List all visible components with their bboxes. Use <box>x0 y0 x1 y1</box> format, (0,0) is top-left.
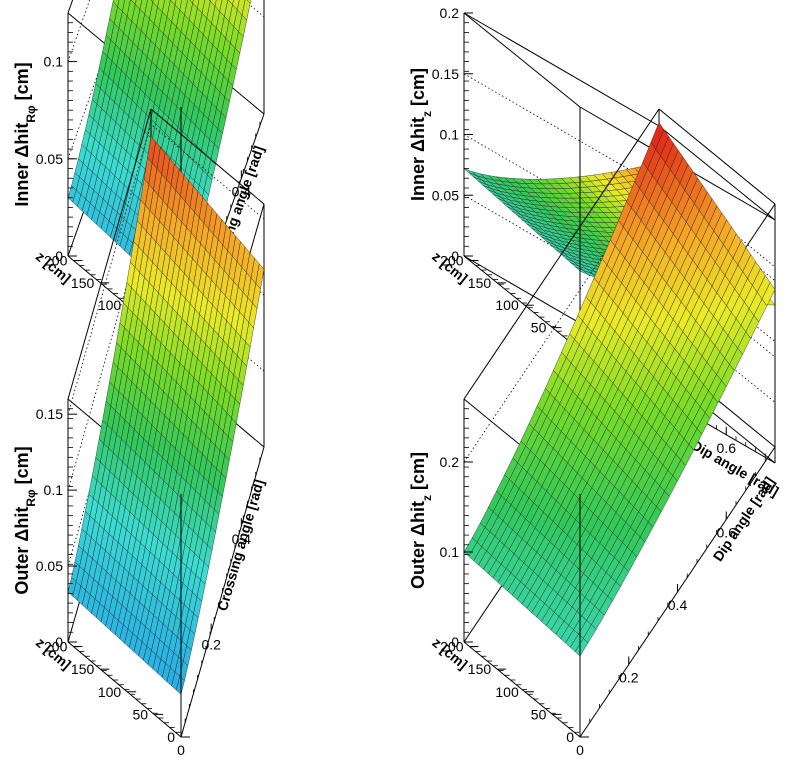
x-tick-label: 0.6 <box>717 525 737 541</box>
z-tick-label: 0.05 <box>36 151 63 167</box>
surface-cell <box>575 266 589 275</box>
y-tick-label: 150 <box>71 661 95 677</box>
z-tick-label: 0.1 <box>44 482 64 498</box>
z-tick-label: 0.2 <box>440 454 460 470</box>
top-back-edge <box>463 12 660 127</box>
y-tick-label: 200 <box>440 639 464 655</box>
x-tick-label: 0.6 <box>717 440 737 456</box>
top-right-edge <box>150 108 265 205</box>
y-tick-label: 200 <box>44 639 68 655</box>
z-axis-title: Inner Δhitz [cm] <box>408 68 434 201</box>
z-tick-label: 0 <box>451 248 459 264</box>
y-tick-label: 150 <box>468 275 492 291</box>
x-tick-label: 0.4 <box>232 183 252 199</box>
y-tick-label: 0 <box>167 729 175 745</box>
x-tick-label: 0.2 <box>201 637 221 653</box>
z-axis-title: Outer ΔhitRφ [cm] <box>12 446 38 594</box>
z-tick-label: 0 <box>55 248 63 264</box>
x-tick-label: 0 <box>576 742 584 758</box>
y-tick-label: 50 <box>531 320 547 336</box>
z-tick-label: 0 <box>55 634 63 650</box>
z-title-main: Outer Δhit <box>12 507 32 595</box>
x-tick-label: 0.2 <box>619 670 639 686</box>
z-title-unit: [cm] <box>12 62 32 105</box>
y-tick-label: 100 <box>495 297 519 313</box>
surface-mesh <box>463 122 776 657</box>
z-tick-label: 0 <box>451 634 459 650</box>
top-left-edge <box>463 12 581 108</box>
top-back-edge <box>463 108 660 400</box>
y-tick-label: 150 <box>71 275 95 291</box>
z-axis-title: Outer Δhitz [cm] <box>408 452 434 589</box>
top-back-edge <box>67 108 152 400</box>
z-title-unit: [cm] <box>12 446 32 489</box>
top-right-edge <box>658 108 776 205</box>
z-title-sub: Rφ <box>24 105 38 123</box>
surface-cell <box>574 638 589 657</box>
x-tick-label: 0.4 <box>232 531 252 547</box>
z-title-main: Inner Δhit <box>408 117 428 201</box>
y-tick-label: 100 <box>98 684 122 700</box>
z-title-sub: z <box>420 111 434 117</box>
surface-cell <box>176 675 185 695</box>
z-tick-label: 0.05 <box>36 558 63 574</box>
z-title-unit: [cm] <box>408 68 428 111</box>
z-title-sub: z <box>420 495 434 501</box>
z-tick-label: 0.2 <box>440 5 460 21</box>
y-tick-label: 50 <box>133 706 149 722</box>
y-tick-label: 150 <box>468 661 492 677</box>
z-gridline <box>67 123 265 415</box>
y-tick-label: 100 <box>495 684 519 700</box>
y-tick-label: 100 <box>98 297 122 313</box>
z-tick-label: 0.05 <box>432 187 459 203</box>
z-tick-label: 0.1 <box>44 54 64 70</box>
z-title-unit: [cm] <box>408 452 428 495</box>
panel-outer-rphi: 00.20.405010015020000.050.10.15Crossing … <box>12 108 267 758</box>
z-title-main: Inner Δhit <box>12 123 32 207</box>
z-tick-label: 0.15 <box>36 406 63 422</box>
x-tick-label: 0 <box>177 742 185 758</box>
x-tick-label: 0.4 <box>668 597 688 613</box>
y-tick-label: 0 <box>566 729 574 745</box>
z-title-sub: Rφ <box>24 489 38 507</box>
y-tick-label: 200 <box>44 252 68 268</box>
top-right-edge <box>658 125 776 221</box>
z-tick-label: 0.1 <box>440 544 460 560</box>
z-tick-label: 0.15 <box>432 66 459 82</box>
y-tick-label: 200 <box>440 252 464 268</box>
surface-mesh <box>67 135 265 695</box>
x-axis-title: Dip angle [rad] <box>710 474 778 564</box>
y-tick-label: 50 <box>531 706 547 722</box>
z-axis-title: Inner ΔhitRφ [cm] <box>12 62 38 206</box>
z-title-main: Outer Δhit <box>408 501 428 589</box>
z-tick-label: 0.1 <box>440 127 460 143</box>
